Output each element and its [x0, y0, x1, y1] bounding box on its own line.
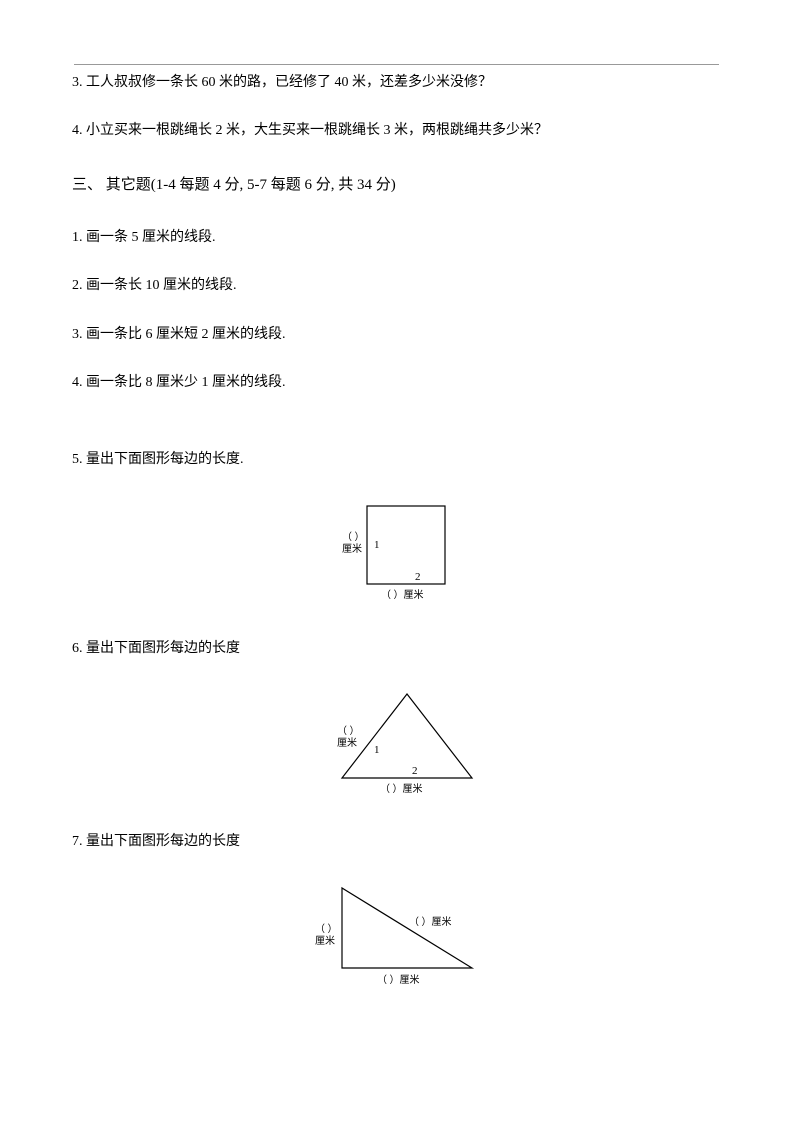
header-rule [74, 64, 719, 65]
triangle-num-1: 1 [374, 744, 380, 756]
figure-square: （ ） 厘米 1 2 （ ）厘米 [72, 498, 721, 608]
square-num-1: 1 [374, 539, 380, 551]
right-triangle-shape [342, 888, 472, 968]
section3-q6: 6. 量出下面图形每边的长度 [72, 638, 721, 660]
triangle-bottom-label: （ ）厘米 [380, 782, 423, 795]
section3-q5: 5. 量出下面图形每边的长度. [72, 449, 721, 471]
section-3-header: 三、 其它题(1-4 每题 4 分, 5-7 每题 6 分, 共 34 分) [72, 173, 721, 197]
section3-q3: 3. 画一条比 6 厘米短 2 厘米的线段. [72, 324, 721, 346]
triangle-num-2: 2 [412, 765, 418, 777]
question-3: 3. 工人叔叔修一条长 60 米的路，已经修了 40 米，还差多少米没修？ [72, 72, 721, 94]
question-4: 4. 小立买来一根跳绳长 2 米，大生买来一根跳绳长 3 米，两根跳绳共多少米？ [72, 120, 721, 142]
square-bottom-label: （ ）厘米 [381, 588, 424, 601]
rtri-left-label-bottom: 厘米 [315, 934, 335, 947]
section3-q1: 1. 画一条 5 厘米的线段. [72, 227, 721, 249]
rtri-hypo-label: （ ）厘米 [409, 915, 452, 928]
rtri-bottom-label: （ ）厘米 [377, 973, 420, 986]
section3-q7: 7. 量出下面图形每边的长度 [72, 831, 721, 853]
triangle-shape [342, 694, 472, 778]
square-left-label-bottom: 厘米 [342, 542, 362, 555]
figure-right-triangle: （ ） 厘米 （ ）厘米 （ ）厘米 [72, 880, 721, 995]
section3-q2: 2. 画一条长 10 厘米的线段. [72, 275, 721, 297]
triangle-left-label-top: （ ） [337, 725, 360, 737]
triangle-left-label-bottom: 厘米 [337, 736, 357, 749]
figure-triangle: （ ） 厘米 1 2 （ ）厘米 [72, 686, 721, 801]
square-num-2: 2 [415, 571, 421, 583]
section3-q4: 4. 画一条比 8 厘米少 1 厘米的线段. [72, 372, 721, 394]
square-left-label-top: （ ） [342, 531, 365, 543]
rtri-left-label-top: （ ） [315, 923, 338, 935]
